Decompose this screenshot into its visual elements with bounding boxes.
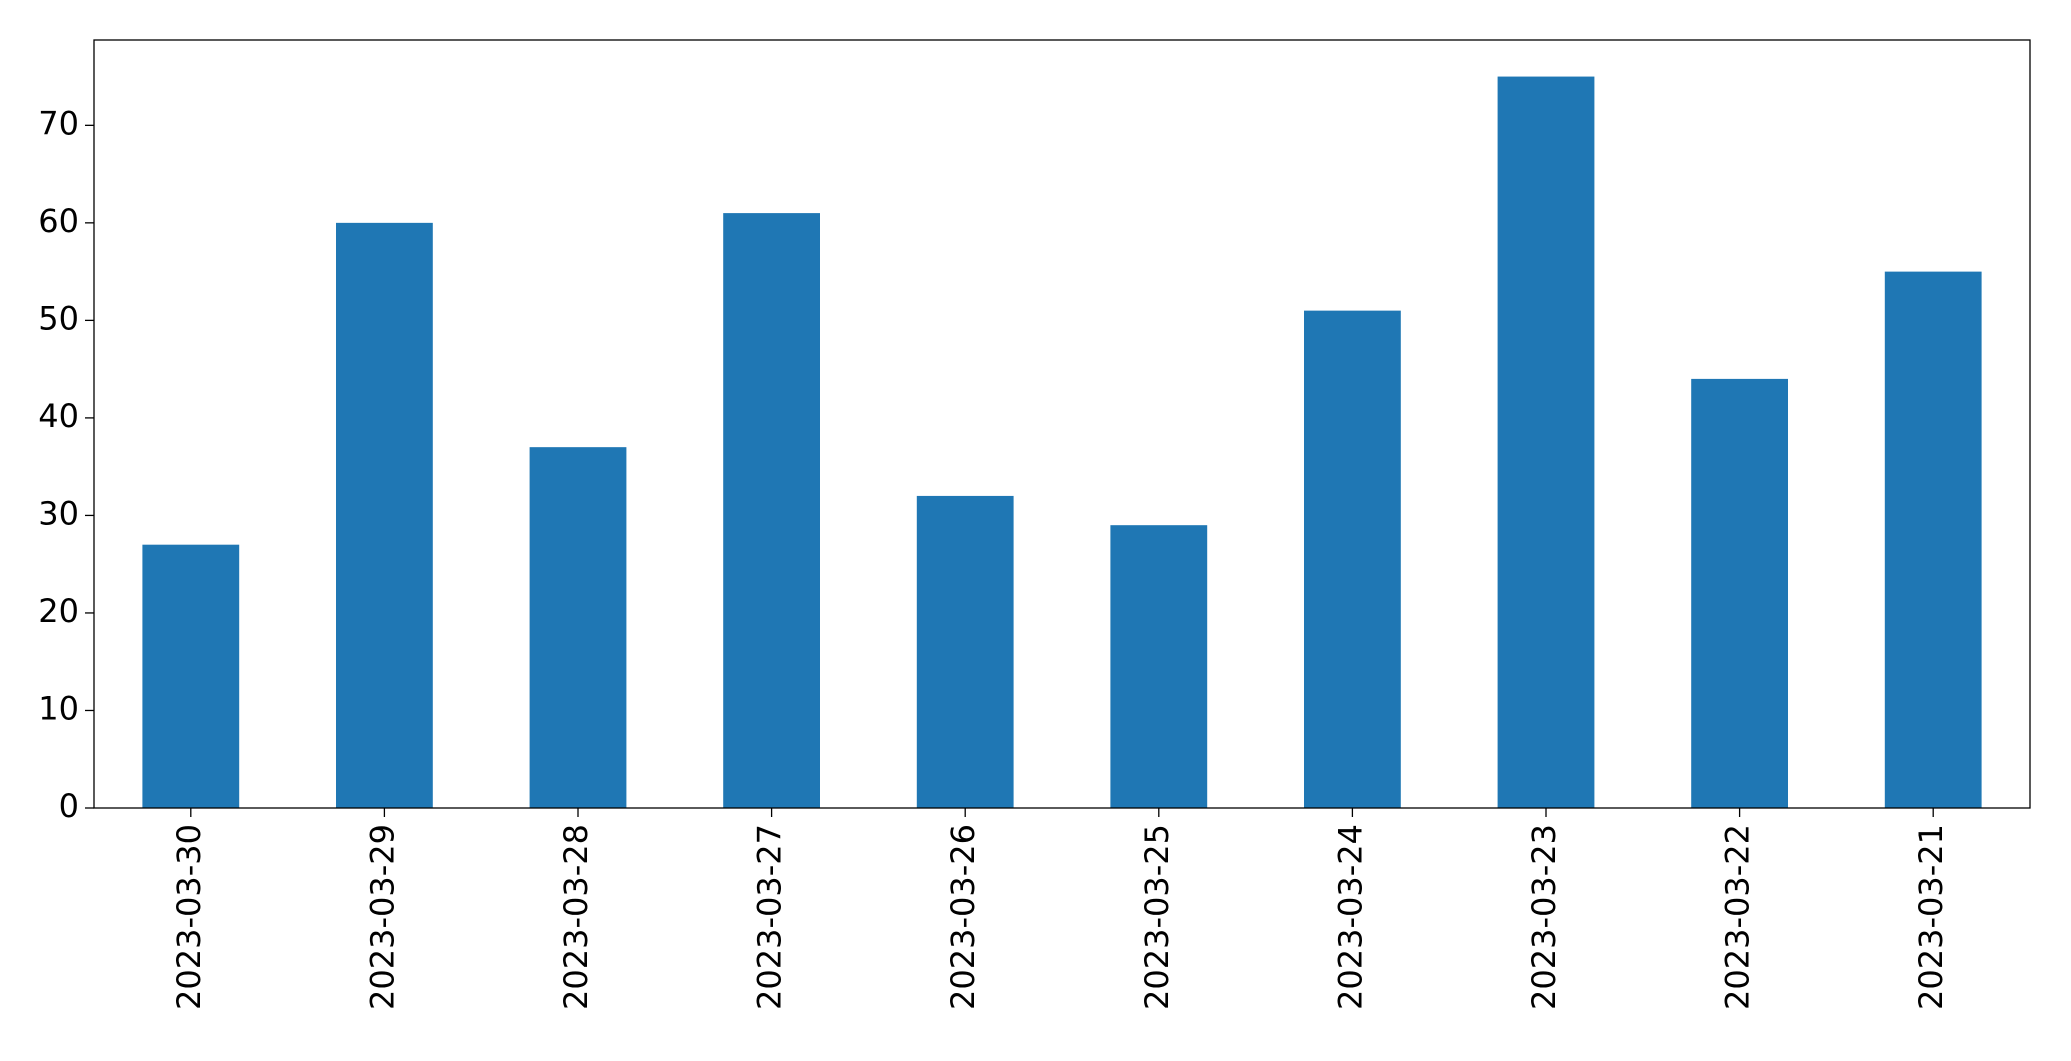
bar — [1497, 76, 1595, 809]
x-tick-label: 2023-03-21 — [1912, 824, 1950, 1010]
y-tick-label: 60 — [38, 202, 79, 240]
y-tick-label: 70 — [38, 104, 79, 142]
y-tick-label: 50 — [38, 299, 79, 337]
y-tick-label: 10 — [38, 689, 79, 727]
x-tick-label: 2023-03-23 — [1525, 824, 1563, 1010]
bar — [1884, 271, 1982, 809]
x-tick-label: 2023-03-29 — [363, 824, 401, 1010]
plot-frame — [93, 39, 2031, 809]
x-tick-label: 2023-03-30 — [170, 824, 208, 1010]
bar — [1110, 525, 1208, 808]
bar — [336, 222, 433, 808]
bar — [1304, 310, 1401, 808]
y-tick-label: 20 — [38, 592, 79, 630]
x-tick-label: 2023-03-22 — [1719, 824, 1757, 1010]
x-tick-label: 2023-03-27 — [751, 824, 789, 1010]
bar — [1691, 378, 1788, 808]
bar — [916, 495, 1014, 808]
y-tick-label: 40 — [38, 397, 79, 435]
y-tick-label: 0 — [59, 787, 79, 825]
bar — [142, 544, 240, 808]
y-tick-label: 30 — [38, 494, 79, 532]
x-tick-label: 2023-03-24 — [1331, 824, 1369, 1010]
x-tick-label: 2023-03-28 — [557, 824, 595, 1010]
bar — [529, 447, 627, 808]
x-tick-label: 2023-03-26 — [944, 824, 982, 1010]
x-tick-label: 2023-03-25 — [1138, 824, 1176, 1010]
bar — [723, 213, 820, 809]
